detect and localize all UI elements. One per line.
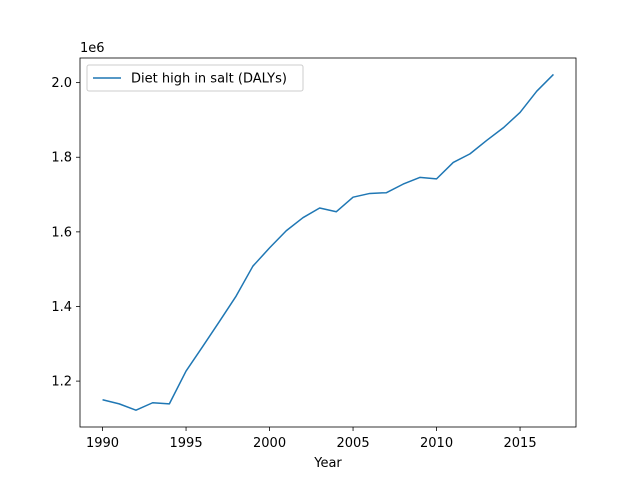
y-tick-label: 2.0 (51, 76, 72, 91)
y-offset-label: 1e6 (80, 41, 105, 56)
plot-content (102, 73, 554, 411)
y-axis: 1.2 1.4 1.6 1.8 2.0 (51, 76, 80, 390)
x-tick-label: 2015 (504, 436, 537, 451)
x-tick-label: 1995 (170, 436, 203, 451)
y-tick-label: 1.2 (51, 375, 72, 390)
legend: Diet high in salt (DALYs) (86, 64, 304, 92)
legend-box (86, 64, 304, 92)
plot-frame (79, 57, 577, 428)
x-axis: 1990 1995 2000 2005 2010 2015 (86, 427, 537, 451)
legend-entry-label: Diet high in salt (DALYs) (131, 72, 287, 87)
series-line (102, 73, 554, 411)
x-tick-label: 2000 (253, 436, 286, 451)
x-tick-label: 1990 (86, 436, 119, 451)
y-tick-label: 1.8 (51, 151, 72, 166)
x-tick-label: 2005 (337, 436, 370, 451)
x-tick-label: 2010 (420, 436, 453, 451)
y-tick-label: 1.4 (51, 300, 72, 315)
y-tick-label: 1.6 (51, 225, 72, 240)
x-axis-label: Year (313, 456, 342, 471)
